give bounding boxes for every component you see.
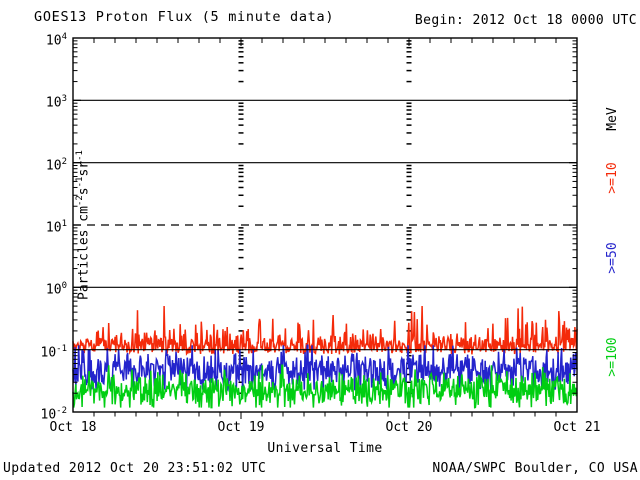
- x-tick-label-oct21: Oct 21: [553, 420, 601, 435]
- x-tick-label-oct18: Oct 18: [49, 420, 97, 435]
- y-tick-label-1e2: 102: [45, 156, 67, 173]
- y-tick-label-1e-2: 10-2: [40, 406, 68, 423]
- y-tick-label-1e4: 104: [45, 32, 67, 49]
- axis-ticks: [73, 38, 577, 419]
- page-title: GOES13 Proton Flux (5 minute data): [34, 9, 335, 25]
- series-trace--100-mev: [72, 364, 578, 409]
- x-axis-title: Universal Time: [267, 441, 383, 456]
- updated-timestamp: Updated 2012 Oct 20 23:51:02 UTC: [3, 461, 267, 476]
- day-boundary-gridlines: [238, 40, 412, 394]
- y-tick-label-1e3: 103: [45, 94, 67, 111]
- x-tick-label-oct19: Oct 19: [217, 420, 265, 435]
- legend-ge100-label: >=100: [605, 337, 620, 377]
- series-trace--50-mev: [72, 344, 578, 392]
- y-tick-label-1e1: 101: [45, 219, 67, 236]
- y-tick-label-1e0: 100: [45, 281, 67, 298]
- x-tick-label-oct20: Oct 20: [385, 420, 433, 435]
- series-trace--10-mev: [72, 305, 578, 356]
- source-credit: NOAA/SWPC Boulder, CO USA: [432, 461, 638, 476]
- begin-timestamp: Begin: 2012 Oct 18 0000 UTC: [414, 13, 637, 28]
- y-axis-title: Particles cm-2s-1sr-1: [75, 150, 92, 300]
- y-tick-label-1e-1: 10-1: [40, 343, 68, 360]
- decade-gridlines: [73, 99, 577, 351]
